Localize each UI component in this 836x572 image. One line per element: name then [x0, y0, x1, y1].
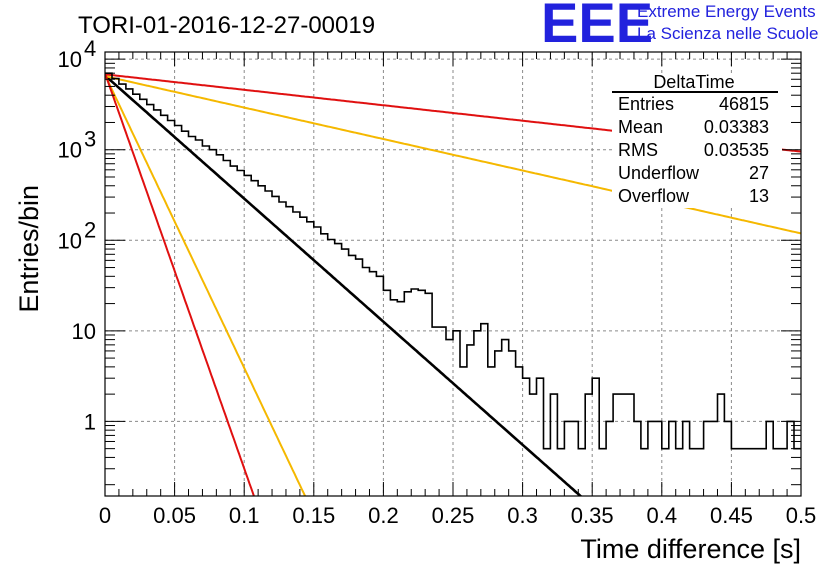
histogram — [105, 72, 801, 450]
x-tick-label: 0.45 — [710, 503, 753, 528]
stats-value: 0.03383 — [704, 117, 769, 137]
stats-label: Overflow — [618, 186, 690, 206]
stats-value: 46815 — [719, 94, 769, 114]
fit-curves — [105, 72, 801, 496]
y-axis-label: Entries/bin — [14, 185, 44, 313]
y-tick-exponent: 4 — [84, 36, 96, 61]
brand-line-1: Extreme Energy Events — [637, 2, 816, 21]
curve-fit — [105, 74, 583, 496]
x-tick-label: 0.5 — [786, 503, 817, 528]
y-tick-label: 10 — [58, 47, 82, 72]
y-tick-label: 10 — [58, 138, 82, 163]
x-tick-label: 0.35 — [571, 503, 614, 528]
x-tick-label: 0.25 — [432, 503, 475, 528]
x-tick-label: 0.05 — [153, 503, 196, 528]
y-tick-exponent: 2 — [84, 217, 96, 242]
stats-box: DeltaTime Entries 46815 Mean 0.03383 RMS 0.03… — [612, 72, 782, 208]
stats-box-title: DeltaTime — [653, 72, 734, 92]
axis-ticks — [104, 52, 802, 496]
brand-line-2: La Scienza nelle Scuole — [637, 24, 818, 43]
curve-lower-bound-2 — [105, 72, 255, 496]
stats-label: Underflow — [618, 163, 700, 183]
y-tick-label: 10 — [72, 319, 96, 344]
y-tick-label: 1 — [84, 409, 96, 434]
x-tick-label: 0.1 — [229, 503, 260, 528]
stats-label: Mean — [618, 117, 663, 137]
x-tick-label: 0.2 — [368, 503, 399, 528]
histogram-steps — [105, 72, 801, 450]
stats-value: 13 — [749, 186, 769, 206]
x-axis-label: Time difference [s] — [580, 534, 801, 564]
y-tick-label: 10 — [58, 228, 82, 253]
x-tick-label: 0.15 — [292, 503, 335, 528]
stats-value: 0.03535 — [704, 140, 769, 160]
stats-rows: Entries 46815 Mean 0.03383 RMS 0.03535Underfl… — [618, 94, 769, 206]
stats-value: 27 — [749, 163, 769, 183]
x-tick-label: 0.3 — [507, 503, 538, 528]
curve-lower-bound-1 — [105, 74, 307, 496]
x-tick-labels: 0 0.05 0.1 0.15 0.2 0.25 0.3 0.35 0.4 0.45 0.5 — [99, 503, 816, 528]
chart-title: TORI-01-2016-12-27-00019 — [78, 12, 375, 39]
brand-logo: EEE — [541, 0, 653, 54]
stats-label: RMS — [618, 140, 658, 160]
stats-box-background — [612, 74, 782, 208]
stats-label: Entries — [618, 94, 674, 114]
x-tick-label: 0 — [99, 503, 111, 528]
x-tick-label: 0.4 — [647, 503, 678, 528]
y-tick-exponent: 3 — [84, 127, 96, 152]
